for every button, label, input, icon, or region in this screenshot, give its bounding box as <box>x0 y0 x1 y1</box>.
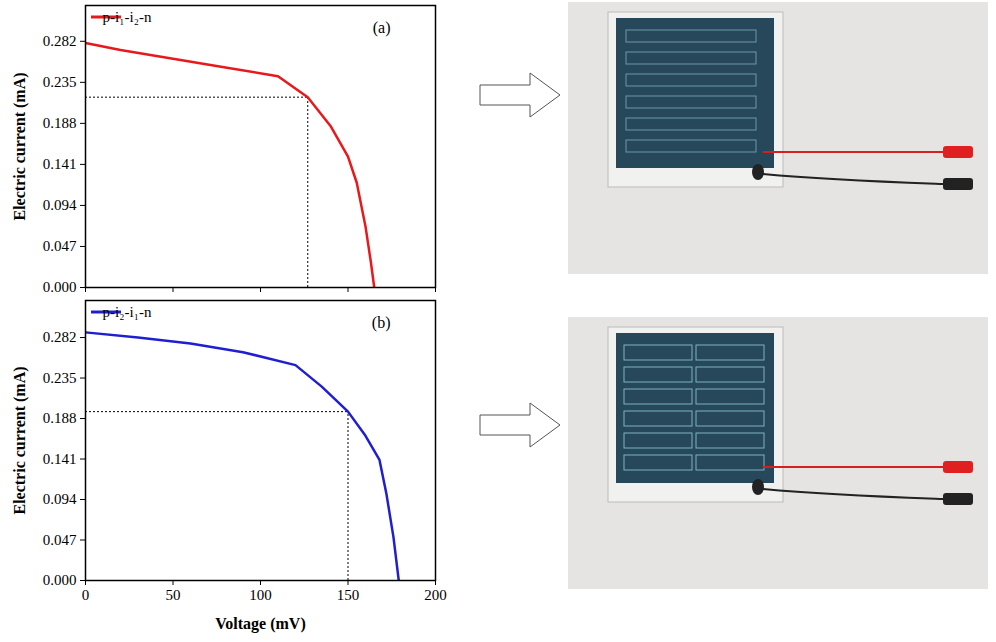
svg-text:0.047: 0.047 <box>43 238 77 254</box>
svg-text:p-i₂-i₁-n: p-i₂-i₁-n <box>103 304 152 320</box>
svg-text:0.188: 0.188 <box>43 115 77 131</box>
svg-text:0.141: 0.141 <box>43 451 77 467</box>
svg-text:Electric current (mA): Electric current (mA) <box>11 366 29 514</box>
svg-text:Voltage (mV): Voltage (mV) <box>215 615 306 633</box>
svg-text:0.235: 0.235 <box>43 74 77 90</box>
svg-text:50: 50 <box>166 587 181 603</box>
svg-text:p-i₁-i₂-n: p-i₁-i₂-n <box>103 9 152 25</box>
svg-text:0.188: 0.188 <box>43 410 77 426</box>
svg-text:0.047: 0.047 <box>43 532 77 548</box>
svg-text:(b): (b) <box>372 314 391 332</box>
svg-text:100: 100 <box>249 587 272 603</box>
svg-text:0.282: 0.282 <box>43 33 77 49</box>
svg-text:0.282: 0.282 <box>43 329 77 345</box>
svg-text:Electric current (mA): Electric current (mA) <box>11 72 29 220</box>
svg-text:200: 200 <box>424 587 447 603</box>
svg-text:0.235: 0.235 <box>43 370 77 386</box>
svg-text:(a): (a) <box>373 19 391 37</box>
svg-text:150: 150 <box>337 587 360 603</box>
svg-text:0.141: 0.141 <box>43 156 77 172</box>
svg-text:0.000: 0.000 <box>43 279 77 295</box>
svg-text:0.094: 0.094 <box>43 197 77 213</box>
svg-text:0.094: 0.094 <box>43 491 77 507</box>
svg-text:0: 0 <box>82 587 90 603</box>
svg-text:0.000: 0.000 <box>43 572 77 588</box>
